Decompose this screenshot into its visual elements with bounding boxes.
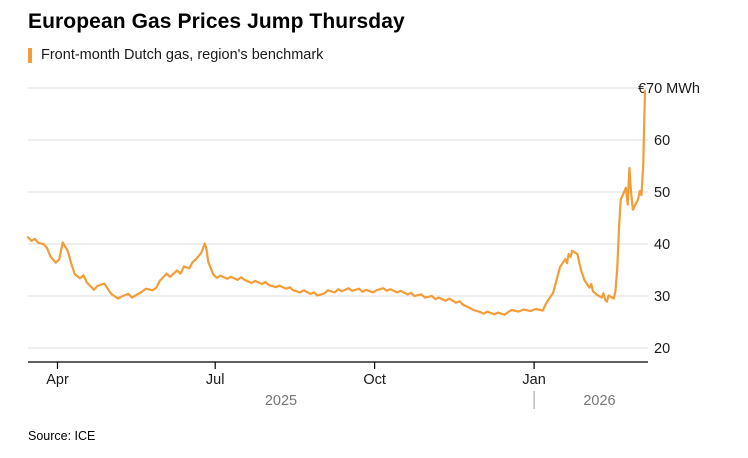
y-axis-unit-label: €70 MWh bbox=[638, 81, 700, 97]
legend-marker-icon bbox=[28, 47, 32, 63]
legend-label: Front-month Dutch gas, region's benchmar… bbox=[41, 47, 324, 63]
chart-title: European Gas Prices Jump Thursday bbox=[28, 10, 405, 33]
x-axis-tick-label: Oct bbox=[363, 372, 386, 388]
y-axis-tick-label: 40 bbox=[654, 237, 670, 253]
y-axis-tick-label: 60 bbox=[654, 133, 670, 149]
source-note: Source: ICE bbox=[28, 429, 96, 443]
x-axis-tick-label: Jan bbox=[522, 372, 545, 388]
y-axis-tick-label: 50 bbox=[654, 185, 670, 201]
year-label: 2025 bbox=[265, 393, 297, 409]
price-line bbox=[26, 89, 647, 316]
x-axis-tick-label: Apr bbox=[46, 372, 69, 388]
y-axis-tick-label: 20 bbox=[654, 341, 670, 357]
x-axis-tick-label: Jul bbox=[206, 372, 225, 388]
year-label: 2026 bbox=[583, 393, 615, 409]
legend: Front-month Dutch gas, region's benchmar… bbox=[28, 47, 323, 63]
y-axis-tick-label: 30 bbox=[654, 289, 670, 305]
